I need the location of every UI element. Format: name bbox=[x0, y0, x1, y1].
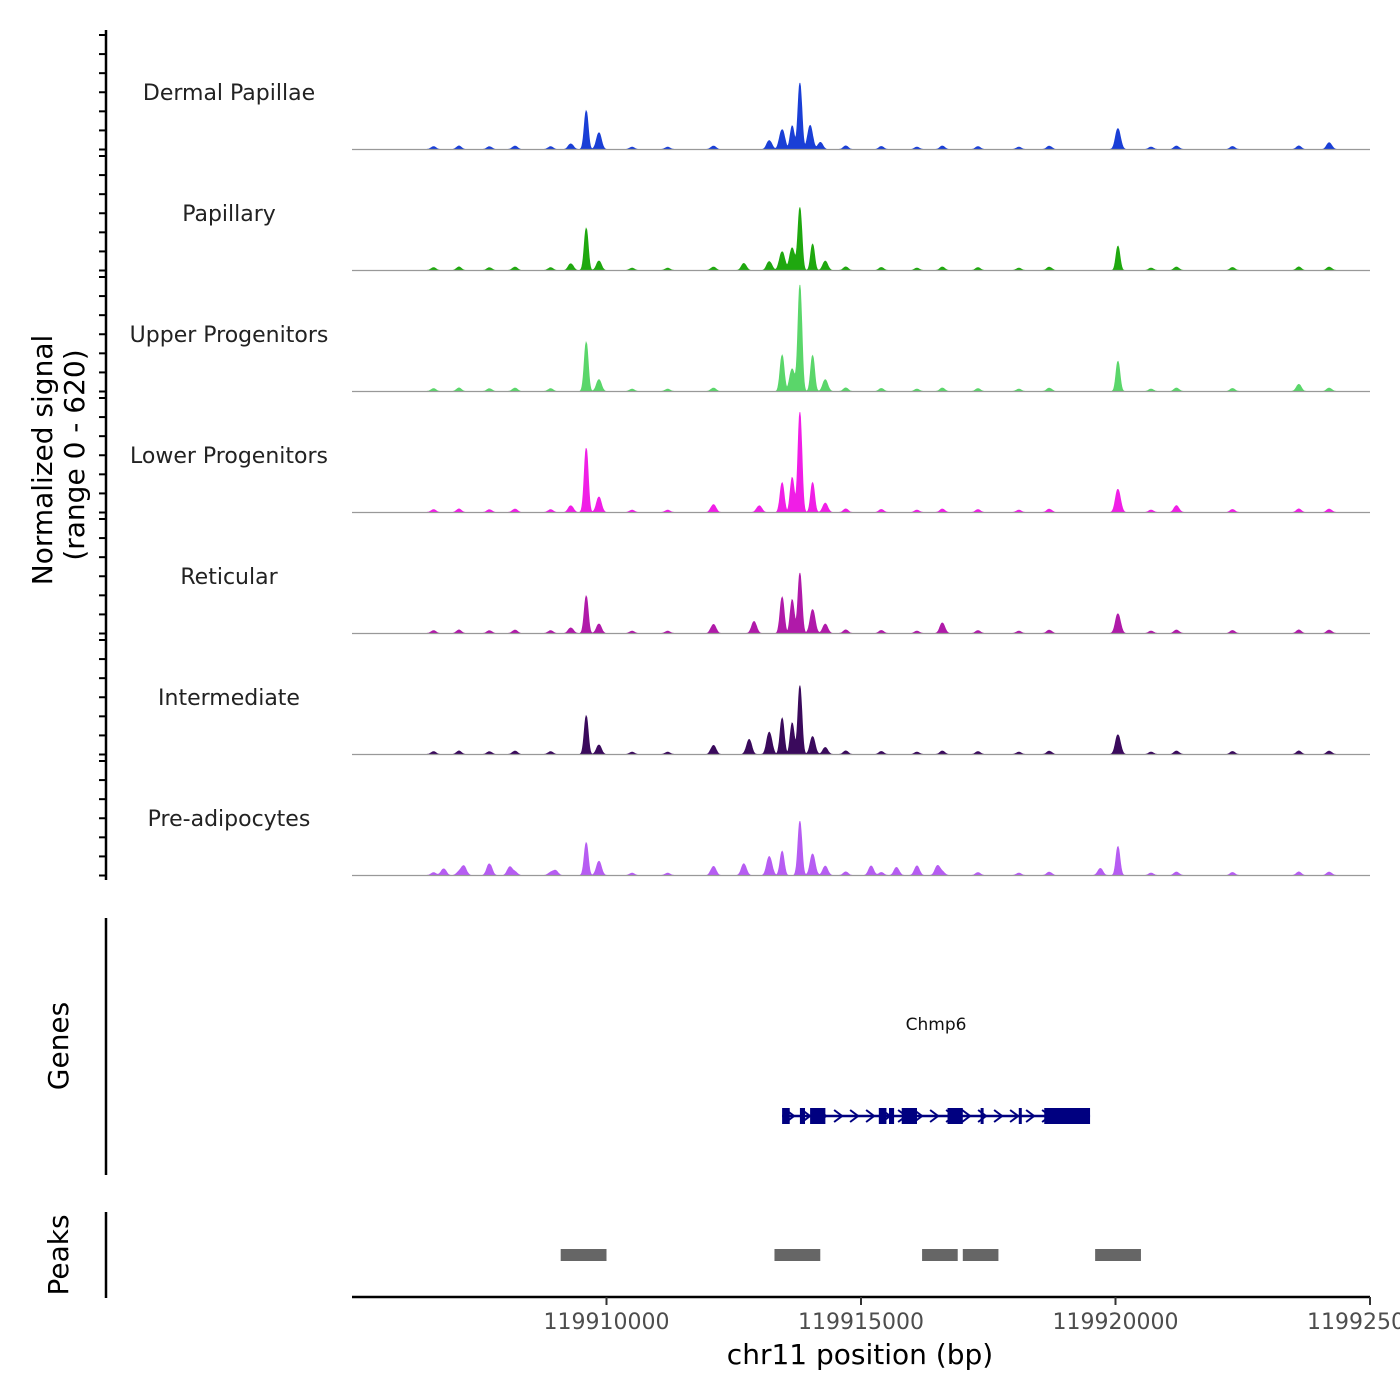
gene-exon-7 bbox=[980, 1108, 984, 1124]
gene-name-label: Chmp6 bbox=[906, 1015, 967, 1035]
peak-region-1 bbox=[774, 1249, 821, 1261]
gene-exon-2 bbox=[810, 1108, 826, 1124]
x-tick-label: 119925000 bbox=[1307, 1310, 1400, 1335]
genes-axis-title: Genes bbox=[42, 1002, 75, 1090]
signal-area-4 bbox=[402, 572, 1345, 634]
gene-strand-arrow bbox=[833, 1109, 844, 1123]
signal-area-2 bbox=[402, 284, 1345, 392]
gene-exon-9 bbox=[1044, 1108, 1091, 1124]
gene-exon-5 bbox=[901, 1108, 917, 1124]
signal-area-0 bbox=[402, 82, 1345, 150]
track-label-6: Pre-adipocytes bbox=[148, 807, 311, 832]
x-tick-label: 119920000 bbox=[1053, 1310, 1179, 1335]
track-label-3: Lower Progenitors bbox=[130, 444, 328, 469]
peak-region-0 bbox=[560, 1249, 607, 1261]
gene-strand-arrow bbox=[849, 1109, 860, 1123]
track-label-1: Papillary bbox=[182, 202, 276, 227]
track-labels: Dermal Papillae Papillary Upper Progenitor… bbox=[130, 81, 329, 832]
peak-track bbox=[560, 1249, 1141, 1261]
signal-axis-range: (range 0 - 620) bbox=[58, 349, 91, 560]
gene-track: Chmp6 bbox=[782, 1015, 1091, 1124]
track-label-4: Reticular bbox=[180, 565, 278, 590]
x-tick-label: 119915000 bbox=[798, 1310, 924, 1335]
track-label-2: Upper Progenitors bbox=[130, 323, 329, 348]
signal-area-1 bbox=[402, 207, 1345, 271]
gene-strand-arrow bbox=[865, 1109, 876, 1123]
peak-region-2 bbox=[922, 1249, 958, 1261]
gene-exon-0 bbox=[782, 1108, 790, 1124]
gene-strand-arrow bbox=[961, 1109, 972, 1123]
x-tick-label: 119910000 bbox=[544, 1310, 670, 1335]
gene-exon-6 bbox=[947, 1108, 963, 1124]
gene-strand-arrow bbox=[929, 1109, 940, 1123]
peak-region-4 bbox=[1095, 1249, 1141, 1261]
gene-exon-4 bbox=[888, 1108, 895, 1124]
x-axis-ticks: 119910000 119915000 119920000 119925000 bbox=[544, 1297, 1400, 1335]
peaks-axis-title: Peaks bbox=[42, 1214, 75, 1295]
gene-exon-1 bbox=[799, 1108, 806, 1124]
gene-exon-3 bbox=[878, 1108, 887, 1124]
signal-area-3 bbox=[402, 412, 1345, 513]
signal-area-5 bbox=[402, 685, 1345, 755]
gene-strand-arrow bbox=[1025, 1109, 1036, 1123]
track-label-0: Dermal Papillae bbox=[143, 81, 315, 106]
gene-strand-arrow bbox=[1009, 1109, 1020, 1123]
peak-region-3 bbox=[962, 1249, 999, 1261]
track-label-5: Intermediate bbox=[158, 686, 300, 711]
signal-axis-title: Normalized signal bbox=[26, 335, 59, 586]
signal-area-6 bbox=[402, 821, 1345, 876]
signal-y-ticks bbox=[99, 34, 106, 877]
gene-exon-8 bbox=[1018, 1108, 1022, 1124]
x-axis-title: chr11 position (bp) bbox=[727, 1338, 993, 1371]
gene-strand-arrow bbox=[993, 1109, 1004, 1123]
signal-tracks bbox=[352, 82, 1370, 877]
